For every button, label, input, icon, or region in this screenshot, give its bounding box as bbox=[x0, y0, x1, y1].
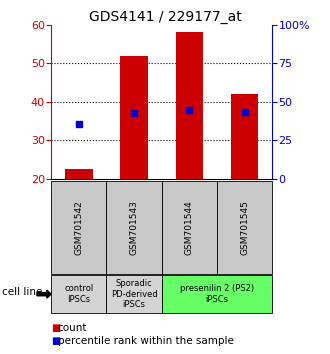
Text: Sporadic
PD-derived
iPSCs: Sporadic PD-derived iPSCs bbox=[111, 279, 157, 309]
Bar bbox=[65, 169, 93, 179]
Text: percentile rank within the sample: percentile rank within the sample bbox=[58, 336, 234, 346]
Text: GSM701544: GSM701544 bbox=[185, 200, 194, 255]
Text: ■: ■ bbox=[51, 323, 60, 333]
Text: GSM701543: GSM701543 bbox=[130, 200, 139, 255]
Text: control
IPSCs: control IPSCs bbox=[64, 285, 93, 304]
Text: GSM701545: GSM701545 bbox=[240, 200, 249, 255]
Bar bbox=[231, 94, 258, 179]
Text: presenilin 2 (PS2)
iPSCs: presenilin 2 (PS2) iPSCs bbox=[180, 285, 254, 304]
Text: cell line: cell line bbox=[2, 287, 42, 297]
Text: ■: ■ bbox=[51, 336, 60, 346]
Text: count: count bbox=[58, 323, 87, 333]
Bar bbox=[176, 33, 203, 179]
Bar bbox=[120, 56, 148, 179]
Text: GSM701542: GSM701542 bbox=[74, 200, 83, 255]
Text: GDS4141 / 229177_at: GDS4141 / 229177_at bbox=[89, 10, 241, 24]
